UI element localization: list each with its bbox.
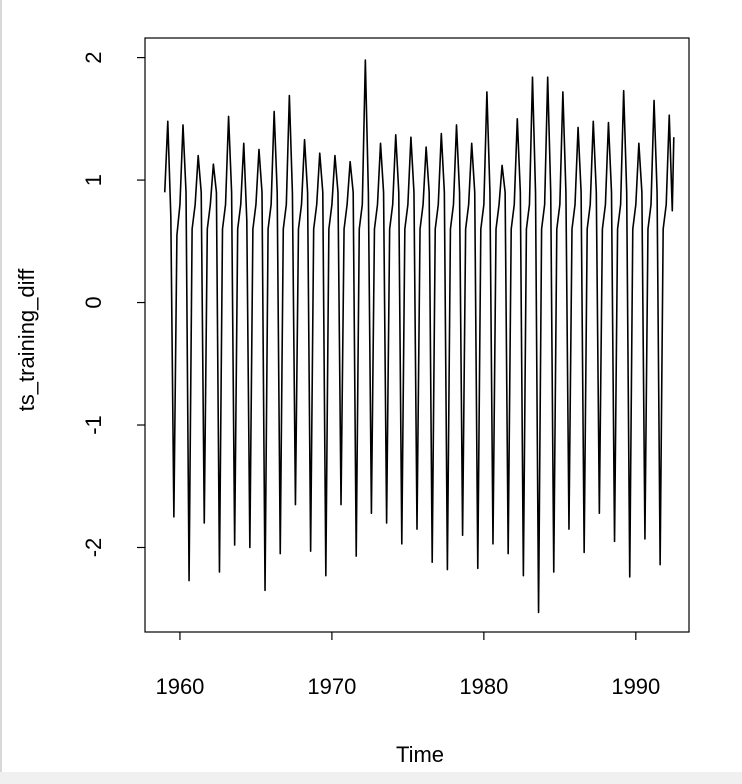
x-tick-label: 1980 [459,674,508,699]
x-axis-label: Time [396,742,444,767]
x-tick-label: 1970 [307,674,356,699]
x-tick-label: 1990 [611,674,660,699]
plot-box [144,37,690,633]
y-tick-label: -2 [81,538,106,558]
y-tick-label: -1 [81,415,106,435]
y-axis-label: ts_training_diff [14,268,39,412]
x-tick-label: 1960 [155,674,204,699]
y-tick-label: 1 [81,174,106,186]
bottom-strip [0,772,742,784]
y-tick-label: 0 [81,296,106,308]
y-tick-label: 2 [81,51,106,63]
series-line [163,59,675,614]
